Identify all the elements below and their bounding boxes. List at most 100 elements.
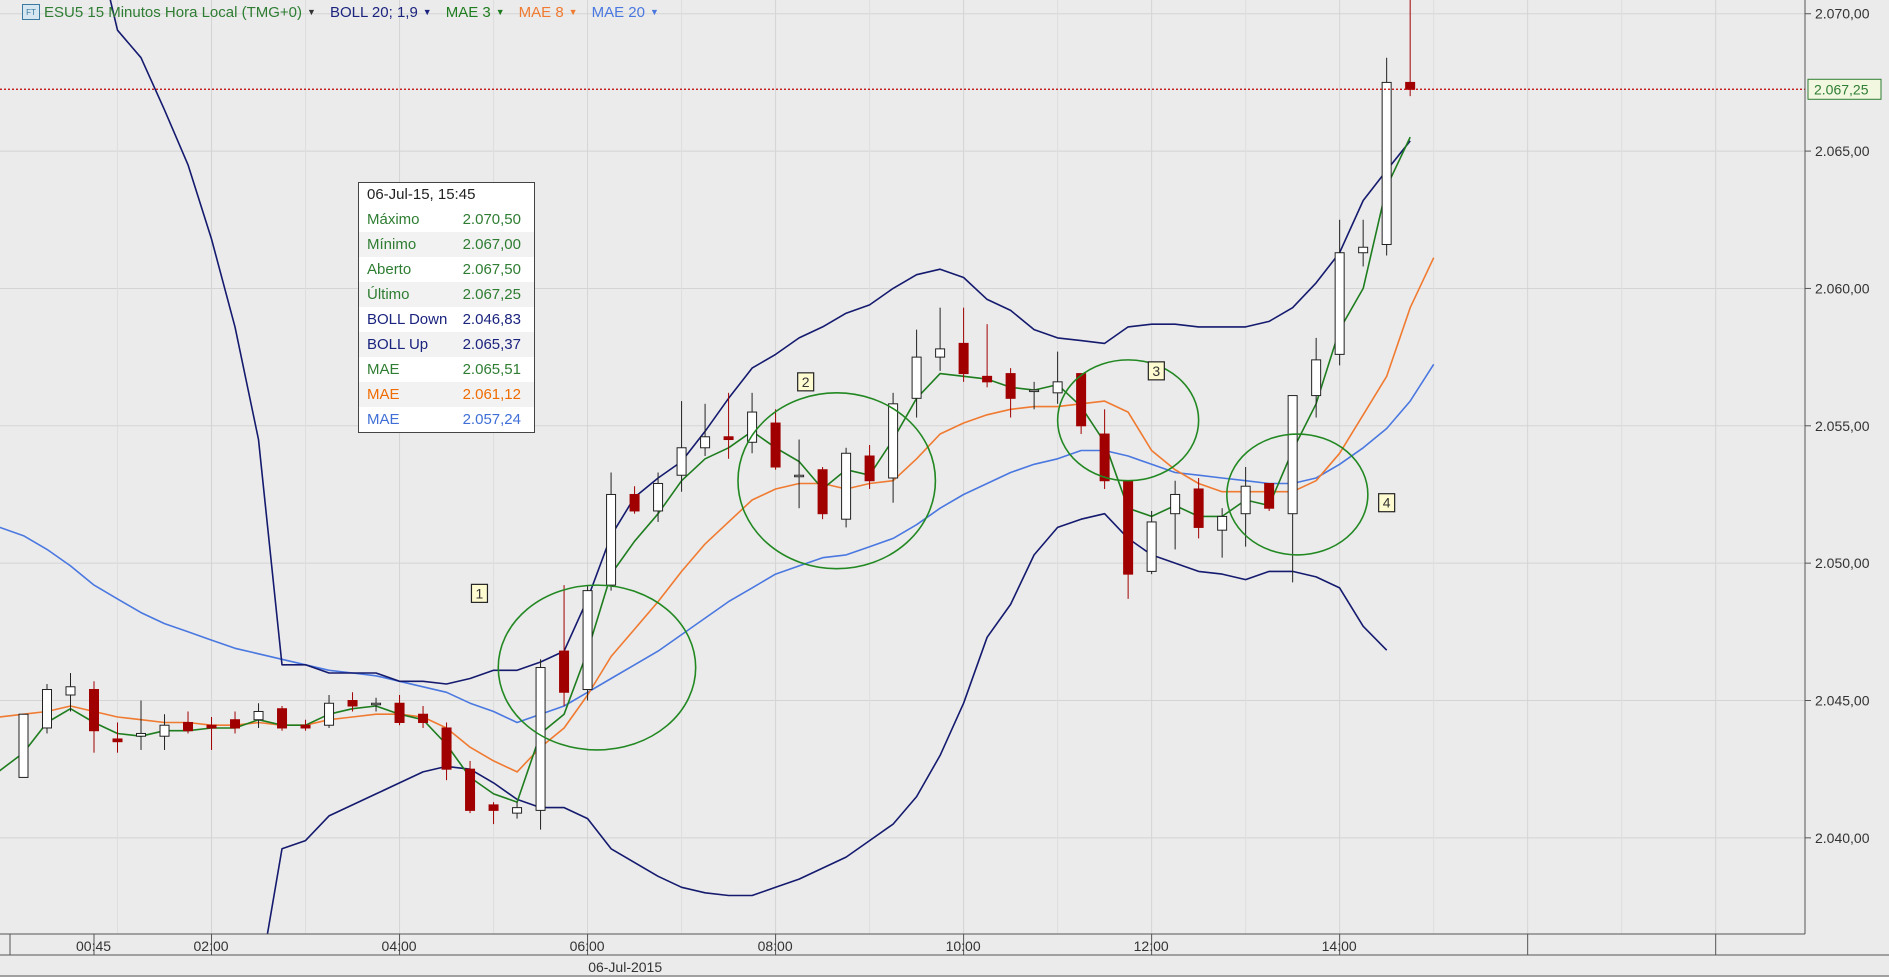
candles [18, 0, 1416, 830]
tooltip-label: MAE [367, 411, 400, 428]
candle-body-up [935, 348, 946, 358]
legend-boll-label: BOLL 20; 1,9 [329, 3, 418, 21]
marker-label: 2 [802, 374, 810, 390]
legend-symbol-label: ESU5 15 Minutos Hora Local (TMG+0) [44, 3, 303, 21]
candle-body-down [1005, 373, 1016, 399]
y-tick: 2.060,00 [1805, 280, 1870, 296]
candle [559, 585, 570, 706]
x-tick: 10:00 [946, 934, 981, 955]
tooltip-value: 2.070,50 [462, 211, 521, 228]
legend-mae20-label: MAE 20 [591, 3, 645, 21]
legend-symbol[interactable]: ESU5 15 Minutos Hora Local (TMG+0) ▼ [44, 4, 316, 21]
y-tick-label: 2.065,00 [1815, 143, 1870, 159]
candle-body-down [1264, 482, 1275, 509]
candle [1193, 477, 1204, 539]
candle-body-up [136, 732, 147, 737]
tooltip-label: MAE [359, 382, 463, 407]
candle-body-up [582, 590, 593, 691]
candle [770, 409, 781, 470]
last-price-box [1807, 78, 1882, 100]
tooltip-label: MAE [367, 361, 400, 378]
candle-body-down [817, 469, 828, 515]
chevron-down-icon[interactable]: ▼ [307, 7, 316, 17]
annotations: 1 2 3 4 [0, 88, 1805, 751]
candle [1358, 219, 1369, 267]
tooltip-table: Máximo 2.070,50 Mínimo 2.067,00 Aberto 2.067,… [359, 207, 534, 432]
x-tick-label: 04:00 [382, 938, 417, 954]
candle [1264, 482, 1275, 511]
candle [230, 711, 241, 734]
marker-label: 4 [1383, 495, 1391, 511]
candle-body-up [747, 411, 758, 443]
chevron-down-icon[interactable]: ▼ [495, 7, 505, 17]
candle-body-down [488, 804, 499, 811]
candle [1287, 395, 1298, 583]
candle [723, 392, 734, 459]
candle [888, 392, 899, 503]
candle-body-up [676, 447, 687, 476]
annotation-marker: 1 [470, 583, 489, 603]
candle [42, 684, 53, 734]
tooltip-label: Aberto [367, 261, 412, 278]
candle-body-up [535, 667, 546, 811]
candle-body-up [888, 403, 899, 479]
candle [253, 703, 264, 728]
x-tick-label: 06:00 [570, 938, 605, 954]
candle-body-down [770, 422, 781, 468]
candle-body-down [441, 727, 452, 770]
annotation-circle [737, 392, 937, 570]
marker-box [470, 583, 489, 603]
legend-mae8[interactable]: MAE 8 ▼ [519, 4, 578, 21]
candle-body-down [394, 702, 405, 723]
last-price-badge: 2.067,25 [1807, 78, 1882, 100]
y-tick-label: 2.060,00 [1815, 280, 1870, 296]
tooltip-value: 2.065,51 [462, 361, 521, 378]
candle-body-down [982, 375, 993, 383]
candle [183, 711, 194, 734]
candle-body-down [958, 342, 969, 375]
chevron-down-icon[interactable]: ▼ [422, 7, 432, 17]
x-tick: 04:00 [382, 934, 417, 955]
candle-body-up [1170, 493, 1181, 515]
plot-background [0, 0, 1805, 934]
candle-body-up [653, 482, 664, 512]
annotation-marker: 3 [1147, 361, 1165, 381]
annotation-marker: 2 [797, 372, 815, 392]
candle [1311, 337, 1322, 418]
y-axis-panel [1805, 0, 1889, 977]
candle [1052, 351, 1063, 404]
candle-body-down [1405, 81, 1416, 90]
candle [653, 472, 664, 522]
chevron-down-icon[interactable]: ▼ [568, 7, 578, 17]
candle [324, 695, 335, 728]
boll-upper-line [109, 0, 1411, 685]
legend-boll[interactable]: BOLL 20; 1,9 ▼ [330, 4, 432, 21]
candle-body-up [911, 356, 922, 399]
candle [418, 705, 429, 728]
candle-body-up [1029, 389, 1040, 393]
x-tick-label: 00:45 [76, 938, 111, 954]
tooltip-value: 2.065,37 [462, 332, 534, 357]
legend-mae20[interactable]: MAE 20 ▼ [592, 4, 659, 21]
candle-body-down [230, 719, 241, 729]
candle [794, 439, 805, 509]
chart-app-icon[interactable]: FT [22, 4, 40, 20]
candle-body-down [206, 724, 217, 729]
y-tick-label: 2.070,00 [1815, 6, 1870, 22]
candle [606, 472, 617, 591]
legend-bar: FT ESU5 15 Minutos Hora Local (TMG+0) ▼ … [22, 3, 673, 21]
candle-body-up [1217, 515, 1228, 531]
candle [700, 403, 711, 457]
candle [864, 445, 875, 489]
candle-body-up [794, 474, 805, 478]
y-tick: 2.065,00 [1805, 143, 1870, 159]
chevron-down-icon[interactable]: ▼ [649, 7, 659, 17]
candle [371, 697, 382, 712]
tooltip-value: 2.061,12 [462, 382, 534, 407]
candle-body-down [864, 455, 875, 482]
y-tick: 2.055,00 [1805, 418, 1870, 434]
legend-mae3[interactable]: MAE 3 ▼ [446, 4, 505, 21]
tooltip-value: 2.067,50 [462, 261, 521, 278]
